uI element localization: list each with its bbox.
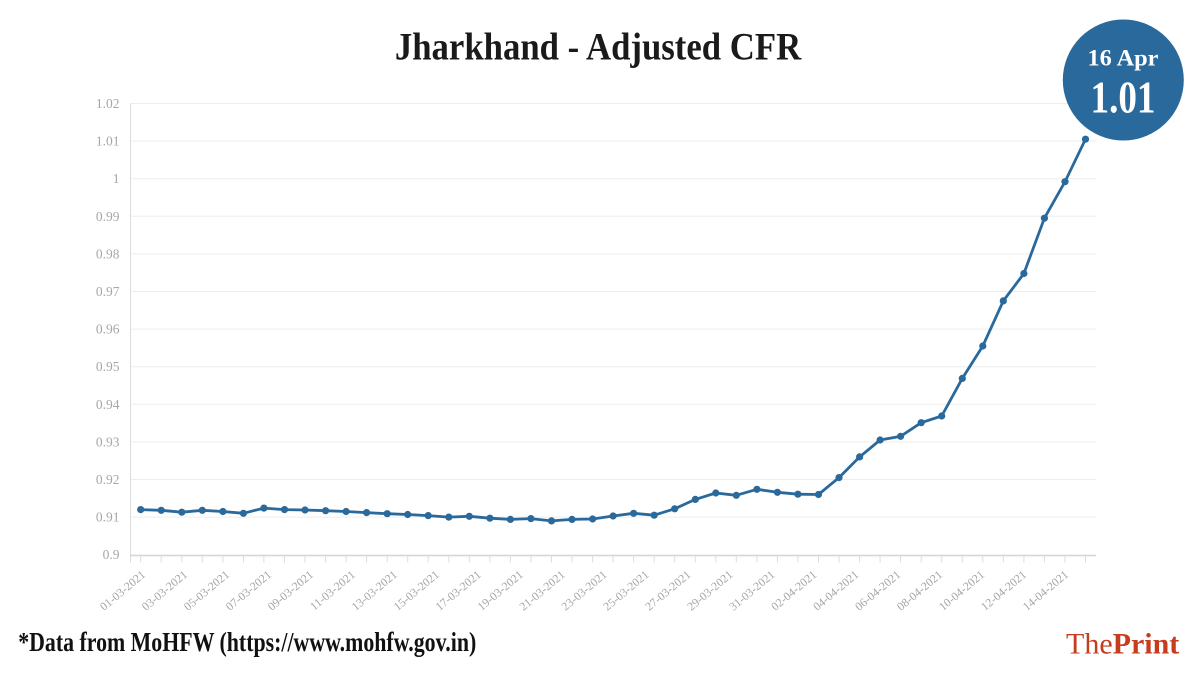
svg-text:0.94: 0.94 bbox=[96, 397, 120, 412]
svg-text:0.91: 0.91 bbox=[96, 510, 120, 525]
svg-text:0.97: 0.97 bbox=[96, 284, 120, 299]
svg-text:0.93: 0.93 bbox=[96, 434, 120, 449]
svg-text:1.02: 1.02 bbox=[96, 96, 120, 111]
svg-text:0.98: 0.98 bbox=[96, 246, 120, 261]
svg-text:1.01: 1.01 bbox=[96, 134, 120, 149]
svg-text:0.99: 0.99 bbox=[96, 209, 120, 224]
svg-text:0.96: 0.96 bbox=[96, 322, 120, 337]
svg-text:1: 1 bbox=[113, 171, 120, 186]
svg-text:0.92: 0.92 bbox=[96, 472, 120, 487]
svg-text:0.9: 0.9 bbox=[103, 547, 120, 562]
svg-text:ThePrint: ThePrint bbox=[1066, 628, 1179, 661]
svg-text:0.95: 0.95 bbox=[96, 359, 120, 374]
svg-text:Jharkhand - Adjusted CFR: Jharkhand - Adjusted CFR bbox=[395, 25, 802, 68]
svg-text:1.01: 1.01 bbox=[1091, 71, 1156, 122]
svg-text:*Data from MoHFW (https://www.: *Data from MoHFW (https://www.mohfw.gov.… bbox=[18, 628, 476, 658]
svg-text:16 Apr: 16 Apr bbox=[1088, 45, 1159, 71]
